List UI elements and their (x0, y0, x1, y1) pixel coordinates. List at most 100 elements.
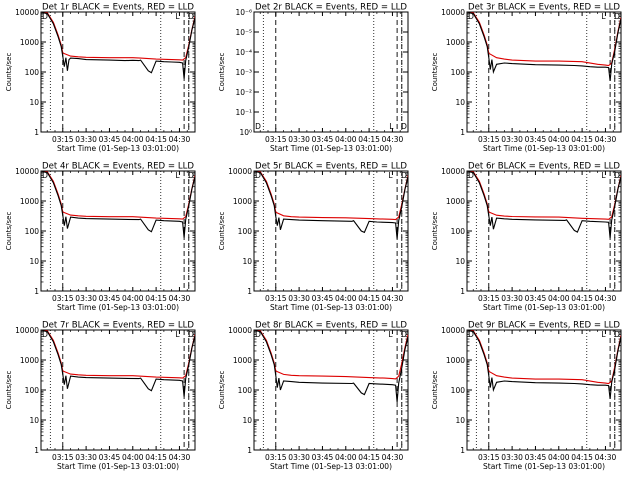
y-tick-label: 1000 (233, 356, 252, 365)
marker-corner-label: L (175, 330, 180, 339)
plot-frame (253, 11, 409, 133)
y-tick-label: 100 (451, 386, 466, 395)
x-tick-label: 04:30 (169, 294, 191, 303)
detector-panel: Det 9r BLACK = Events, RED = LLD 1 10 100 10… (431, 321, 622, 471)
x-tick-label: 04:30 (382, 294, 404, 303)
x-tick-label: 03:45 (312, 294, 334, 303)
marker-corner-label: D (401, 171, 407, 180)
y-tick-label: 10000 (228, 326, 252, 335)
y-tick-label: 10⁰ (239, 128, 252, 137)
x-axis-label: Start Time (01-Sep-13 03:01:00) (270, 462, 392, 471)
y-axis-label: Counts/sec (5, 53, 13, 92)
x-tick-label: 03:15 (52, 135, 74, 144)
y-tick-label: 10000 (441, 8, 465, 17)
x-tick-label: 04:15 (358, 453, 380, 462)
marker-corner-label: D (614, 330, 620, 339)
plot-frame (253, 329, 409, 451)
x-tick-label: 04:15 (571, 135, 593, 144)
y-tick-label: 10 (242, 257, 252, 266)
lld-series-line (254, 330, 408, 380)
x-tick-label: 04:15 (145, 453, 167, 462)
x-tick-label: 03:30 (75, 135, 97, 144)
plot-frame (40, 11, 196, 133)
marker-corner-label: D (42, 12, 48, 21)
x-tick-label: 03:45 (525, 453, 547, 462)
y-tick-label: 10 (455, 257, 465, 266)
y-axis-label: Counts/sec (218, 212, 226, 251)
plot-frame (466, 11, 622, 133)
x-tick-label: 04:00 (548, 294, 570, 303)
x-axis-label: Start Time (01-Sep-13 03:01:00) (483, 303, 605, 312)
y-tick-label: 10000 (15, 8, 39, 17)
y-tick-label: 1 (247, 446, 252, 455)
x-tick-label: 04:30 (595, 294, 617, 303)
y-tick-label: 1 (460, 128, 465, 137)
panel-title: Det 2r BLACK = Events, RED = LLD (255, 3, 407, 13)
y-tick-label: 1 (34, 128, 39, 137)
marker-corner-label: D (188, 171, 194, 180)
y-tick-label: 1000 (20, 356, 39, 365)
x-tick-label: 04:15 (145, 135, 167, 144)
y-tick-label: 1000 (233, 197, 252, 206)
x-tick-label: 03:45 (99, 135, 121, 144)
x-tick-label: 04:00 (548, 453, 570, 462)
panel-title: Det 6r BLACK = Events, RED = LLD (468, 162, 620, 172)
x-tick-label: 03:30 (288, 294, 310, 303)
lld-series-line (41, 330, 195, 379)
marker-corner-label: L (601, 330, 606, 339)
x-tick-label: 03:45 (312, 135, 334, 144)
y-tick-label: 10⁻⁶ (235, 8, 252, 17)
x-tick-label: 03:45 (525, 135, 547, 144)
marker-corner-label: D (468, 171, 474, 180)
marker-corner-label: D (255, 122, 261, 131)
marker-corner-label: L (175, 171, 180, 180)
y-tick-label: 1000 (446, 38, 465, 47)
marker-corner-label: D (401, 122, 407, 131)
plot-frame (466, 170, 622, 292)
x-tick-label: 03:15 (478, 453, 500, 462)
x-tick-label: 04:00 (122, 135, 144, 144)
marker-corner-label: D (614, 171, 620, 180)
y-tick-label: 1 (34, 287, 39, 296)
y-tick-label: 10000 (15, 167, 39, 176)
y-tick-label: 1 (34, 446, 39, 455)
lld-series-line (254, 171, 408, 221)
y-tick-label: 10⁻³ (235, 68, 252, 77)
y-tick-label: 10000 (228, 167, 252, 176)
x-tick-label: 03:15 (265, 294, 287, 303)
y-tick-label: 100 (25, 386, 40, 395)
y-tick-label: 10 (242, 416, 252, 425)
panel-title: Det 8r BLACK = Events, RED = LLD (255, 321, 407, 331)
x-axis-label: Start Time (01-Sep-13 03:01:00) (57, 144, 179, 153)
lld-series-line (467, 12, 621, 67)
marker-corner-label: D (188, 330, 194, 339)
plot-frame (466, 329, 622, 451)
x-tick-label: 04:00 (122, 294, 144, 303)
marker-corner-label: L (175, 12, 180, 21)
x-tick-label: 04:00 (335, 453, 357, 462)
marker-corner-label: D (255, 330, 261, 339)
marker-corner-label: D (42, 330, 48, 339)
y-tick-label: 100 (238, 227, 253, 236)
x-tick-label: 03:45 (525, 294, 547, 303)
y-tick-label: 10 (455, 416, 465, 425)
x-tick-label: 04:30 (595, 453, 617, 462)
x-tick-label: 03:30 (288, 135, 310, 144)
marker-corner-label: L (388, 330, 393, 339)
y-tick-label: 100 (451, 68, 466, 77)
marker-corner-label: L (601, 12, 606, 21)
y-tick-label: 10 (29, 257, 39, 266)
y-tick-label: 10 (29, 416, 39, 425)
x-tick-label: 03:15 (478, 135, 500, 144)
detector-panel: Det 2r BLACK = Events, RED = LLD 10⁰ 10⁻¹ 1… (218, 3, 409, 153)
events-series-line (41, 171, 195, 238)
panel-title: Det 9r BLACK = Events, RED = LLD (468, 321, 620, 331)
y-tick-label: 10 (455, 98, 465, 107)
x-tick-label: 03:30 (501, 294, 523, 303)
x-tick-label: 04:00 (335, 294, 357, 303)
lld-series-line (467, 171, 621, 220)
y-axis-label: Counts/sec (5, 212, 13, 251)
marker-corner-label: L (601, 171, 606, 180)
y-axis-label: Counts/sec (431, 212, 439, 251)
panel-title: Det 7r BLACK = Events, RED = LLD (42, 321, 194, 331)
